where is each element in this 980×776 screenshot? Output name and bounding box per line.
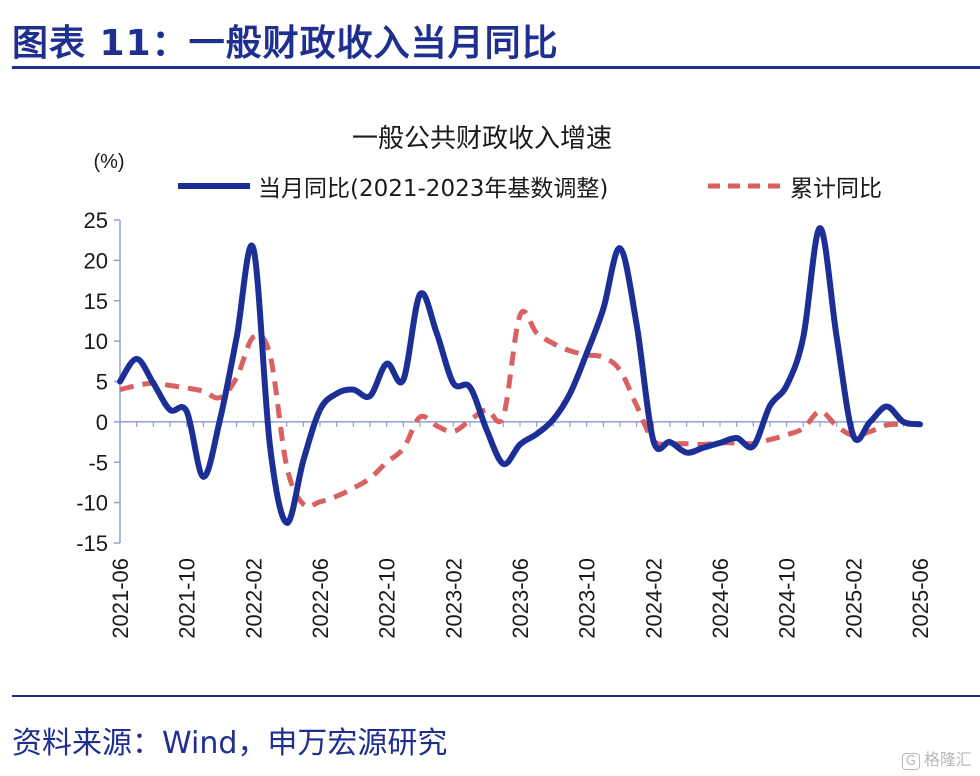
line-chart: 一般公共财政收入增速 (%) 当月同比(2021-2023年基数调整) 累计同比… [76, 124, 933, 639]
y-tick-label: 5 [96, 370, 108, 395]
x-tick-label: 2024-06 [708, 558, 733, 639]
chart-title: 一般公共财政收入增速 [352, 124, 612, 154]
x-tick-label: 2023-06 [508, 558, 533, 639]
series-line-monthly [117, 225, 923, 526]
x-tick-label: 2024-10 [775, 558, 800, 639]
y-axis-unit-label: (%) [93, 151, 124, 173]
legend: 当月同比(2021-2023年基数调整) 累计同比 [178, 176, 882, 202]
x-tick-label: 2022-10 [375, 558, 400, 639]
series-line-cumulative [119, 309, 921, 510]
legend-label-cumulative: 累计同比 [790, 176, 882, 202]
x-tick-label: 2022-06 [308, 558, 333, 639]
x-tick-label: 2021-10 [175, 558, 200, 639]
legend-label-monthly: 当月同比(2021-2023年基数调整) [258, 176, 608, 202]
source-note: 资料来源：Wind，申万宏源研究 [12, 726, 448, 761]
y-tick-label: 15 [84, 289, 108, 314]
watermark-icon: G [901, 753, 920, 770]
watermark-text: 格隆汇 [923, 750, 972, 769]
x-tick-label: 2022-02 [241, 558, 266, 639]
x-tick-label: 2023-10 [575, 558, 600, 639]
x-tick-label: 2023-02 [441, 558, 466, 639]
x-tick-label: 2024-02 [641, 558, 666, 639]
page-title: 图表 11：一般财政收入当月同比 [12, 23, 559, 64]
footer-divider [12, 695, 980, 697]
x-tick-label: 2025-06 [908, 558, 933, 639]
header-divider [12, 66, 980, 69]
series-layer [117, 225, 923, 526]
y-tick-label: 25 [84, 208, 108, 233]
y-tick-label: -15 [76, 531, 108, 556]
y-tick-label: -10 [76, 491, 108, 516]
y-tick-label: 0 [96, 410, 108, 435]
x-tick-label: 2025-02 [841, 558, 866, 639]
y-tick-label: 10 [84, 329, 108, 354]
y-tick-label: 20 [84, 248, 108, 273]
y-tick-label: -5 [88, 450, 108, 475]
watermark-logo: G 格隆汇 [901, 746, 972, 770]
x-tick-label: 2021-06 [108, 558, 133, 639]
